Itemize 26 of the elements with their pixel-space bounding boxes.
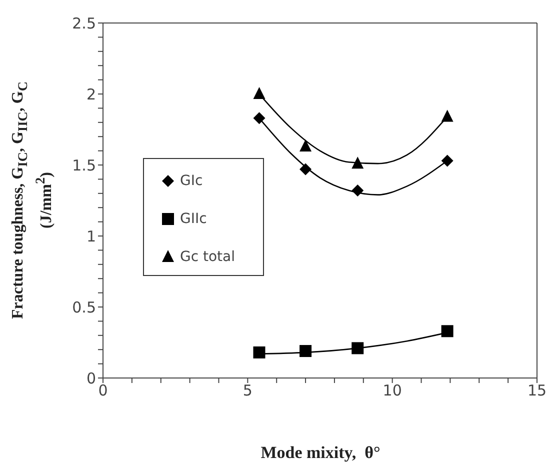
legend-label: GIIc	[180, 211, 207, 227]
y-tick-label: 0.5	[72, 298, 96, 316]
point	[253, 87, 266, 99]
x-tick-label: 15	[527, 382, 547, 400]
point	[352, 156, 364, 169]
legend-label: Gc total	[180, 249, 236, 265]
y-tick-label: 2.5	[72, 14, 96, 32]
point	[300, 140, 312, 152]
y-tick-label: 1	[86, 227, 96, 246]
point	[300, 163, 312, 176]
point	[352, 184, 364, 197]
x-tick-label: 5	[242, 382, 252, 400]
legend-label: GIc	[180, 173, 203, 189]
point	[441, 154, 454, 167]
y-tick-label: 0	[86, 369, 96, 388]
point	[352, 342, 364, 354]
x-tick-label: 10	[382, 382, 402, 400]
point	[253, 112, 266, 124]
point	[253, 346, 266, 358]
y-tick-label: 2	[86, 85, 96, 104]
x-axis-title: Mode mixity, θ°	[260, 443, 382, 463]
point	[441, 325, 454, 338]
point	[300, 345, 312, 358]
y-tick-label: 1.5	[72, 156, 96, 174]
x-tick-label: 0	[98, 382, 108, 400]
point	[441, 110, 454, 122]
